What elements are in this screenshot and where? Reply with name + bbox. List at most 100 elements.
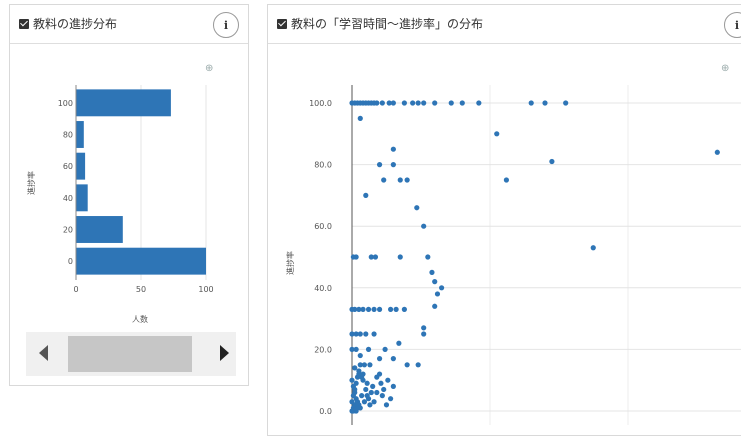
data-point — [549, 158, 555, 165]
panel-title-text: 教料の進捗分布 — [33, 17, 118, 31]
horizontal-scrollbar[interactable] — [26, 332, 236, 376]
data-point — [432, 279, 438, 285]
data-point — [476, 100, 482, 106]
data-point — [434, 291, 441, 297]
data-point — [352, 386, 358, 393]
x-axis-label: 人数 — [132, 314, 148, 324]
bar-chart: 0 20 40 60 80 100 0 50 100 進捗率 人数 — [26, 85, 214, 324]
data-point — [503, 177, 509, 183]
data-point — [425, 254, 431, 260]
data-point — [357, 352, 363, 359]
data-point — [372, 254, 379, 260]
data-point — [353, 254, 359, 260]
bar — [76, 89, 171, 117]
data-point — [368, 254, 374, 260]
data-point — [448, 100, 454, 106]
data-point — [357, 362, 363, 368]
data-point — [379, 100, 385, 106]
checkbox-icon[interactable] — [19, 18, 29, 29]
data-point — [354, 405, 361, 411]
data-point — [383, 402, 390, 408]
data-point — [371, 306, 377, 312]
data-point — [714, 149, 720, 155]
y-tick-label: 60 — [63, 162, 73, 171]
data-point — [393, 306, 399, 312]
y-tick-label: 40.0 — [314, 284, 332, 293]
scroll-left-icon[interactable] — [39, 345, 48, 361]
data-point — [368, 389, 374, 396]
data-point — [404, 177, 410, 183]
y-tick-label: 20 — [63, 226, 73, 235]
scroll-right-icon[interactable] — [220, 345, 229, 361]
data-point — [404, 362, 410, 368]
bar — [76, 216, 123, 243]
data-point — [390, 162, 396, 168]
panel-header: 教料の進捗分布 i — [10, 5, 248, 44]
progress-distribution-panel: 教料の進捗分布 i ⊕ 0 20 40 60 80 100 0 50 100 進捗率 人数 — [9, 4, 249, 386]
y-tick-label: 0.0 — [319, 407, 332, 416]
data-point — [459, 100, 465, 106]
bar — [76, 121, 84, 148]
data-point — [390, 356, 396, 362]
data-point — [357, 115, 363, 121]
data-point — [401, 306, 407, 312]
data-point — [361, 362, 368, 368]
data-point — [360, 306, 366, 312]
data-point — [353, 380, 359, 386]
data-point — [376, 356, 383, 362]
data-point — [349, 399, 355, 405]
data-point — [390, 383, 396, 389]
data-point — [421, 325, 427, 331]
y-tick-label: 60.0 — [314, 222, 332, 231]
checkbox-icon[interactable] — [277, 18, 287, 29]
data-point — [432, 100, 438, 106]
export-icon[interactable]: ⊕ — [205, 63, 214, 74]
data-point — [542, 100, 548, 106]
time-vs-progress-panel: 教料の「学習時間～進捗率」の分布 i ⊕ 0.0 20.0 40.0 60.0 80.0… — [267, 4, 741, 436]
data-point — [353, 331, 359, 337]
data-point — [590, 245, 596, 251]
data-point — [363, 331, 369, 337]
data-point — [429, 269, 435, 275]
data-point — [349, 377, 355, 383]
data-point — [421, 100, 427, 106]
data-point — [390, 146, 396, 152]
data-point — [415, 100, 421, 106]
y-tick-label: 80.0 — [314, 161, 332, 170]
data-point — [432, 303, 438, 309]
scroll-thumb[interactable] — [68, 336, 192, 372]
data-point — [439, 285, 445, 291]
data-point — [352, 306, 358, 312]
export-icon[interactable]: ⊕ — [721, 63, 730, 74]
data-point — [396, 340, 402, 346]
data-point — [365, 346, 372, 352]
bar — [76, 247, 206, 275]
data-point — [379, 393, 385, 399]
y-axis-label: 進捗率 — [285, 251, 295, 275]
bar — [76, 184, 88, 212]
data-point — [371, 399, 377, 405]
bar — [76, 152, 86, 180]
data-point — [352, 365, 358, 371]
panel-title: 教料の進捗分布 — [19, 15, 117, 32]
data-point — [421, 331, 427, 337]
y-tick-label: 20.0 — [314, 345, 332, 354]
data-point — [374, 374, 380, 380]
data-point — [386, 100, 392, 106]
x-tick-label: 100 — [198, 285, 213, 294]
info-button[interactable]: i — [724, 12, 741, 38]
info-button[interactable]: i — [213, 12, 239, 38]
data-point — [361, 399, 368, 405]
data-point — [370, 383, 376, 389]
data-point — [401, 100, 407, 106]
data-point — [356, 368, 362, 374]
data-point — [364, 380, 370, 386]
x-tick-label: 0 — [73, 285, 78, 294]
data-point — [374, 389, 380, 396]
data-point — [381, 177, 387, 183]
data-point — [421, 223, 427, 229]
data-point — [376, 306, 383, 312]
data-point — [357, 331, 363, 337]
data-point — [410, 100, 416, 106]
data-point — [388, 306, 394, 312]
